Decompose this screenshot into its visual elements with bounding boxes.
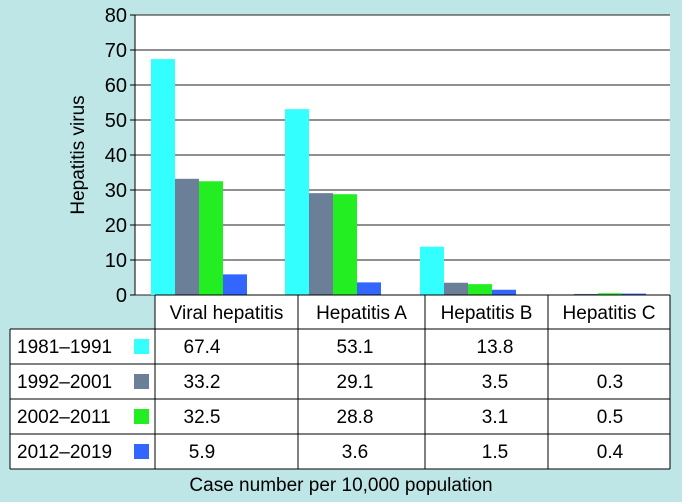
bar-hepatitis-b-3 (492, 289, 516, 295)
table-header-0: Viral hepatitis (170, 303, 284, 324)
y-axis-label: Hepatitis virus (68, 95, 89, 214)
table-value-2-3: 0.5 (597, 407, 623, 428)
bar-hepatitis-b-1 (444, 282, 468, 295)
table-value-0-2: 13.8 (477, 337, 514, 358)
y-tick-label: 60 (105, 75, 127, 97)
y-tick-label: 40 (105, 145, 127, 167)
legend-swatch-0 (134, 339, 149, 354)
y-tick-label: 30 (105, 180, 127, 202)
legend-label-3: 2012–2019 (17, 442, 112, 463)
table-value-2-0: 32.5 (184, 407, 221, 428)
legend-label-2: 2002–2011 (17, 407, 111, 428)
bar-viral-hepatitis-3 (223, 274, 247, 295)
legend-swatch-1 (134, 374, 149, 389)
bar-hepatitis-c-3 (622, 293, 646, 295)
bar-hepatitis-a-2 (333, 194, 357, 295)
y-tick-label: 70 (105, 40, 127, 62)
table-value-3-3: 0.4 (597, 442, 624, 463)
table-value-2-1: 28.8 (337, 407, 374, 428)
table-header-bg (155, 295, 670, 329)
y-tick-label: 10 (105, 250, 127, 272)
bar-hepatitis-c-1 (574, 293, 598, 295)
bar-viral-hepatitis-2 (199, 181, 223, 295)
legend-swatch-3 (134, 444, 149, 459)
y-tick-label: 0 (116, 285, 127, 307)
y-tick-label: 50 (105, 110, 127, 132)
table-value-3-0: 5.9 (189, 442, 215, 463)
y-tick-label: 80 (105, 5, 127, 27)
table-value-2-2: 3.1 (482, 407, 508, 428)
bar-viral-hepatitis-1 (175, 178, 199, 295)
table-header-2: Hepatitis B (441, 303, 533, 324)
bar-hepatitis-a-3 (357, 282, 381, 295)
table-value-0-0: 67.4 (184, 337, 221, 358)
legend-swatch-2 (134, 409, 149, 424)
legend-label-0: 1981–1991 (17, 337, 112, 358)
bar-hepatitis-b-0 (420, 246, 444, 295)
table-header-1: Hepatitis A (316, 303, 407, 324)
table-value-1-3: 0.3 (597, 372, 623, 393)
table-value-1-0: 33.2 (184, 372, 221, 393)
bar-hepatitis-b-2 (468, 284, 492, 295)
table-header-3: Hepatitis C (563, 303, 656, 324)
bar-hepatitis-c-2 (598, 293, 622, 295)
legend-label-1: 1992–2001 (17, 372, 112, 393)
y-tick-label: 20 (105, 215, 127, 237)
bar-hepatitis-a-1 (309, 193, 333, 295)
table-value-1-1: 29.1 (337, 372, 374, 393)
table-value-3-1: 3.6 (342, 442, 368, 463)
bar-viral-hepatitis-0 (151, 59, 175, 295)
table-value-1-2: 3.5 (482, 372, 508, 393)
table-value-3-2: 1.5 (482, 442, 508, 463)
x-axis-label: Case number per 10,000 population (189, 475, 492, 496)
table-value-0-1: 53.1 (337, 337, 374, 358)
bar-hepatitis-a-0 (285, 109, 309, 296)
